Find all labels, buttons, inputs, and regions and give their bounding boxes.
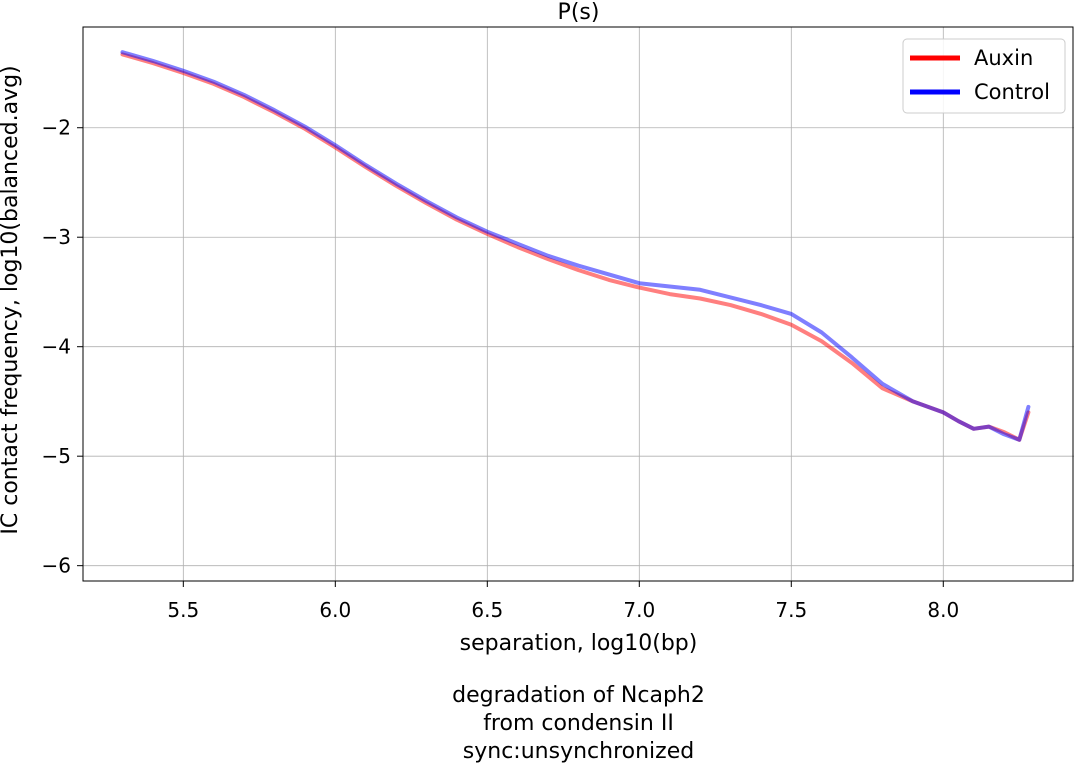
y-tick-label: −6 <box>42 554 71 578</box>
series-line-auxin <box>120 52 1031 442</box>
x-tick-label: 5.5 <box>167 598 199 622</box>
y-tick-label: −5 <box>42 444 71 468</box>
y-tick-label: −3 <box>42 225 71 249</box>
series-layer <box>120 50 1031 442</box>
chart-svg: 5.5 6.0 6.5 7.0 7.5 8.0 −2 −3 −4 −5 −6 P(s) separa… <box>0 0 1074 656</box>
x-axis-label: separation, log10(bp) <box>460 631 698 656</box>
legend-label-control: Control <box>974 80 1050 104</box>
y-tick-label: −4 <box>42 335 71 359</box>
caption-line-1: degradation of Ncaph2 <box>452 683 705 708</box>
plot-area-frame <box>82 26 1074 582</box>
legend: Auxin Control <box>902 38 1066 114</box>
caption-line-2: from condensin II <box>483 711 674 736</box>
x-tick-label: 7.0 <box>623 598 655 622</box>
y-tick-label: −2 <box>42 116 71 140</box>
figure-caption: degradation of Ncaph2 from condensin II … <box>80 682 1074 766</box>
chart-title: P(s) <box>558 0 600 25</box>
x-tick-label: 6.5 <box>471 598 503 622</box>
legend-label-auxin: Auxin <box>974 46 1033 70</box>
series-line-control <box>120 50 1031 442</box>
grid-lines <box>83 27 1074 581</box>
x-tick-label: 8.0 <box>927 598 959 622</box>
y-axis-label: IC contact frequency, log10(balanced.avg… <box>0 65 23 534</box>
axis-ticks: 5.5 6.0 6.5 7.0 7.5 8.0 −2 −3 −4 −5 −6 <box>42 116 960 622</box>
caption-line-3: sync:unsynchronized <box>462 739 695 764</box>
x-tick-label: 6.0 <box>319 598 351 622</box>
x-tick-label: 7.5 <box>775 598 807 622</box>
